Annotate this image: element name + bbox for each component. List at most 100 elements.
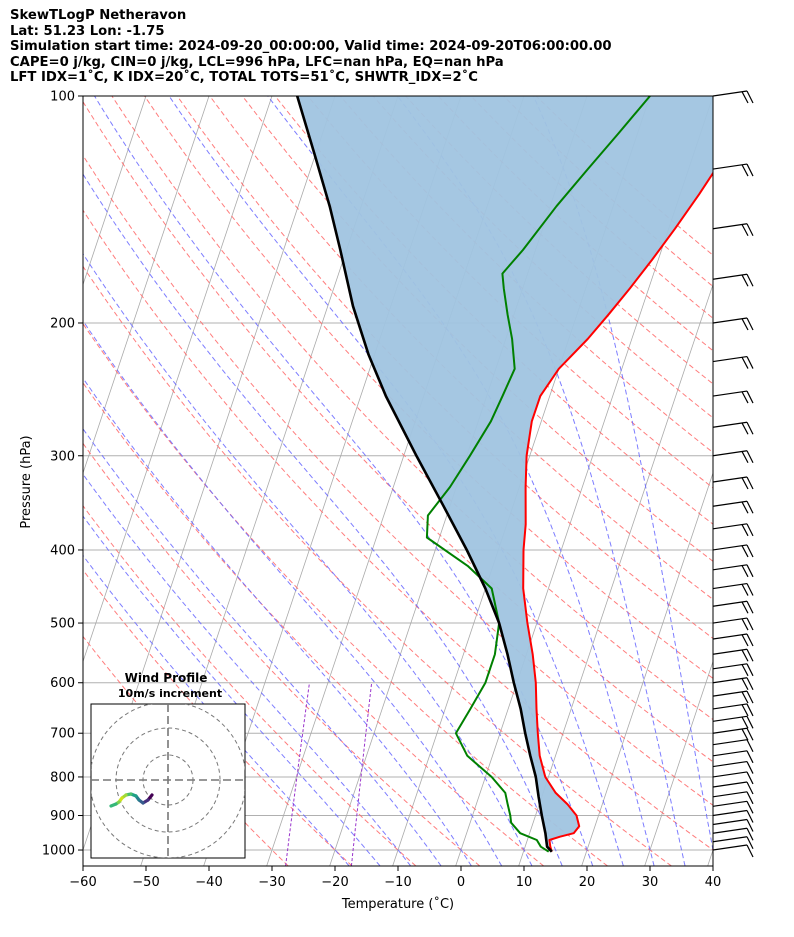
barb-flag [741,583,749,596]
wind-barb [712,163,754,177]
barb-flag [746,317,754,331]
index-line: LFT IDX=1˚C, K IDX=20˚C, TOTAL TOTS=51˚C… [10,70,478,85]
barb-flag [746,163,754,177]
wind-barb [712,390,754,404]
wind-barb [712,355,754,369]
moist-adiabat [83,554,350,866]
barb-staff [712,390,748,397]
barb-staff [712,844,748,851]
cin-cape-shading [297,96,713,852]
x-tick-label: −20 [321,875,348,890]
y-tick-label: 400 [50,543,75,558]
barb-flag [741,477,749,490]
barb-staff [712,223,748,230]
barb-flag [746,703,754,717]
isotherm-line [83,96,210,475]
isotherm-line [0,96,20,866]
wind-barb [712,582,754,596]
y-tick-label: 500 [50,617,75,632]
barb-flag [746,390,754,404]
isotherm-line [83,96,273,663]
time-line: Simulation start time: 2024-09-20_00:00:… [10,39,612,54]
moist-adiabat [83,427,442,866]
barb-staff [712,750,748,757]
x-tick-label: 0 [457,875,465,890]
dewpoint-line [425,96,651,853]
barb-staff [712,582,748,590]
barb-staff [712,648,748,655]
mixing-ratio-line [285,682,310,866]
barb-flag [746,716,754,729]
barb-flag [746,544,754,558]
wind-barb [712,90,754,104]
barb-staff [712,760,748,768]
barb-flag [741,501,749,514]
barb-staff [712,163,748,170]
wind-barb [712,317,754,331]
wind-barb [712,836,754,850]
chart-title: SkewTLogP Netheravon [10,8,187,23]
wind-barb [712,827,754,841]
chart-header: SkewTLogP Netheravon Lat: 51.23 Lon: -1.… [10,8,612,86]
barb-staff [712,771,748,778]
location-line: Lat: 51.23 Lon: -1.75 [10,23,165,39]
dry-adiabat [83,504,417,866]
barb-flag [741,164,749,177]
barb-flag [741,716,749,729]
wind-barb [712,781,754,795]
barb-flag [741,601,749,614]
barb-flag [741,664,749,677]
barb-flag [746,677,754,691]
barb-flag [746,739,754,752]
barb-flag [746,421,754,435]
x-tick-label: 10 [516,875,533,890]
barb-flag [746,617,754,631]
parcel-line [295,96,553,853]
wind-barb [712,809,754,823]
barb-flag [746,356,754,369]
moist-adiabat [83,473,412,866]
wind-barb [712,544,754,558]
barb-flag [746,801,754,814]
barb-flag [741,318,749,331]
wind-barb [712,791,754,805]
x-tick-label: −10 [384,875,411,890]
barb-flag [741,356,749,369]
barb-flag [741,678,749,691]
x-axis-label: Temperature (˚C) [341,896,454,912]
barb-flag [746,827,754,841]
barb-flag [741,728,749,741]
y-tick-label: 900 [50,809,75,824]
y-tick-label: 300 [50,449,75,464]
barb-flag [741,524,749,537]
wind-barb [712,564,754,578]
barb-flag [741,691,749,704]
isotherm-line [771,96,794,866]
moist-adiabat [83,252,533,866]
barb-flag [746,750,754,764]
barb-flag [746,500,754,514]
dry-adiabat [83,569,353,866]
barb-flag [741,224,749,237]
barb-staff [712,90,748,97]
barb-flag [741,704,749,717]
barb-staff [712,564,748,571]
barb-flag [741,634,749,647]
barb-flag [746,90,754,104]
y-tick-label: 700 [50,727,75,742]
barb-flag [741,649,749,662]
barb-flag [746,273,754,287]
barb-staff [712,273,748,280]
barb-staff [712,703,748,710]
barb-flag [741,545,749,558]
hodograph-title: Wind Profile [125,671,208,685]
wind-barb [712,715,754,729]
barb-flag [741,451,749,464]
moist-adiabat [83,377,472,866]
hodograph-grid [91,704,245,858]
barb-flag [746,633,754,647]
y-tick-label: 100 [50,90,75,105]
barb-flag [746,844,754,858]
barb-staff [712,523,748,530]
